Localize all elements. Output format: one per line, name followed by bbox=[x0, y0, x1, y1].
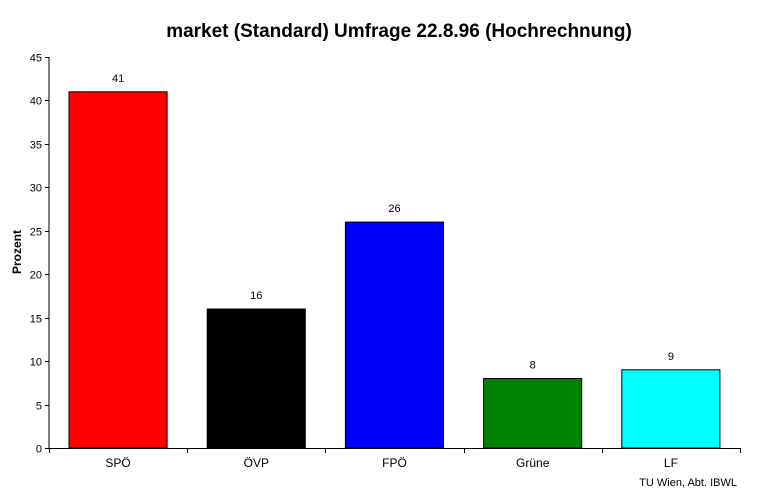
bar-4 bbox=[483, 378, 583, 449]
x-tick-label: FPÖ bbox=[382, 456, 407, 470]
x-tick-label: LF bbox=[664, 456, 678, 470]
chart-title: market (Standard) Umfrage 22.8.96 (Hochr… bbox=[166, 21, 632, 42]
y-tick-label: 40 bbox=[30, 96, 42, 108]
bar-2 bbox=[206, 308, 306, 449]
x-tick-label: ÖVP bbox=[244, 456, 269, 470]
y-tick-label: 35 bbox=[30, 140, 42, 152]
y-tick-label: 15 bbox=[30, 314, 42, 326]
bar-3 bbox=[344, 221, 444, 449]
y-tick-label: 20 bbox=[30, 270, 42, 282]
x-tick-label: SPÖ bbox=[105, 456, 130, 470]
y-tick-label: 0 bbox=[36, 444, 42, 456]
data-label: 9 bbox=[668, 351, 674, 363]
footer-credit: TU Wien, Abt. IBWL bbox=[639, 477, 737, 489]
x-tick-label: Grüne bbox=[516, 456, 550, 470]
y-tick-label: 5 bbox=[36, 401, 42, 413]
bar-5 bbox=[621, 369, 721, 449]
y-tick-label: 30 bbox=[30, 183, 42, 195]
data-label: 8 bbox=[530, 359, 536, 371]
data-label: 26 bbox=[388, 203, 400, 215]
y-tick-label: 45 bbox=[30, 53, 42, 65]
bar-1 bbox=[68, 91, 168, 449]
data-label: 16 bbox=[250, 290, 262, 302]
y-axis-label: Prozent bbox=[10, 230, 24, 274]
data-label: 41 bbox=[112, 73, 124, 85]
y-tick-label: 10 bbox=[30, 357, 42, 369]
plot-area: 0 5 10 15 20 25 30 35 40 45 41 SPÖ 16 ÖVP 26 FPÖ 8 Grüne 9… bbox=[30, 53, 741, 470]
y-tick-label: 25 bbox=[30, 227, 42, 239]
